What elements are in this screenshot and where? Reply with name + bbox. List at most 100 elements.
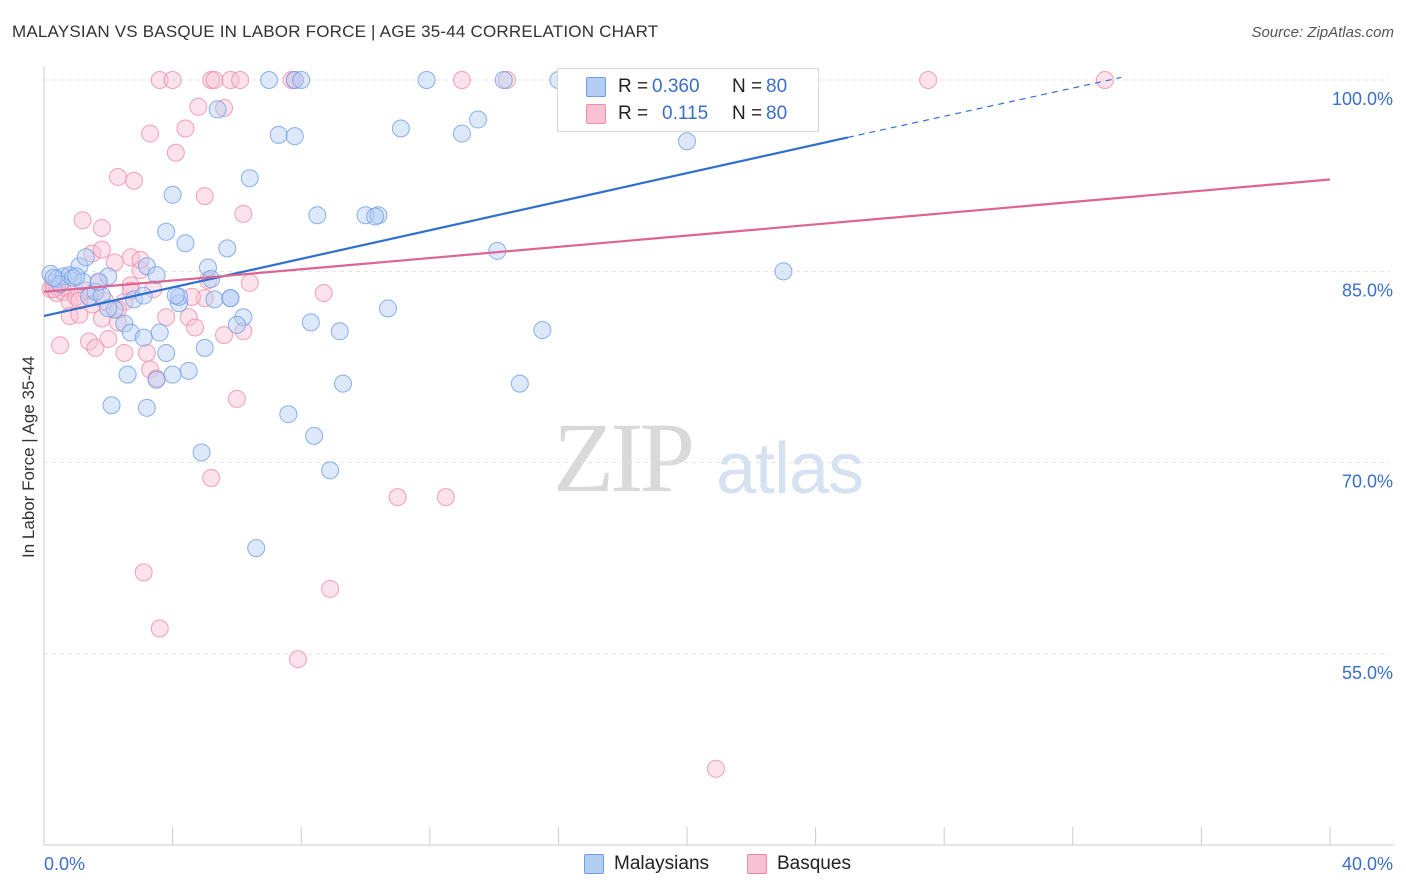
- basques-point: [195, 289, 214, 308]
- malaysians-point: [510, 374, 529, 393]
- malaysians-point: [269, 125, 288, 144]
- legend-n-value: 80: [766, 76, 788, 97]
- malaysians-point: [218, 239, 237, 258]
- malaysians-point: [134, 328, 153, 347]
- x-tick-label: 40.0%: [1342, 854, 1393, 874]
- malaysians-point: [333, 374, 352, 393]
- malaysians-point: [118, 365, 137, 384]
- legend-n-value: 80: [766, 103, 788, 124]
- y-tick-label: 70.0%: [1342, 472, 1393, 492]
- malaysians-point: [166, 286, 185, 305]
- stats-legend: R = 0.360 N = 80 R = 0.115 N = 80: [557, 68, 819, 132]
- basques-point: [92, 240, 111, 259]
- malaysians-point: [163, 185, 182, 204]
- basques-point: [125, 171, 144, 190]
- malaysians-point: [70, 257, 89, 276]
- y-tick-label: 55.0%: [1342, 663, 1393, 683]
- basques-point: [163, 71, 182, 89]
- basques-point: [157, 308, 176, 327]
- basques-point: [234, 204, 253, 223]
- legend-r-label: R =: [618, 103, 649, 124]
- malaysians-point: [147, 266, 166, 285]
- basques-point: [234, 322, 253, 341]
- malaysians-point: [247, 539, 266, 558]
- basques-point: [108, 167, 127, 186]
- basques-point: [202, 468, 221, 487]
- malaysians-point: [137, 398, 156, 417]
- basques-point: [131, 250, 150, 269]
- chart-title: MALAYSIAN VS BASQUE IN LABOR FORCE | AGE…: [12, 22, 659, 41]
- basques-point: [215, 326, 234, 345]
- malaysians-point: [192, 443, 211, 462]
- basques-point: [221, 71, 240, 89]
- legend-n-label: N =: [732, 76, 763, 97]
- malaysians-legend-label: Malaysians: [614, 853, 710, 874]
- basques-point: [919, 71, 938, 89]
- malaysians-point: [99, 299, 118, 318]
- basques-point: [141, 124, 160, 143]
- basques-point: [179, 308, 198, 327]
- basques-point: [73, 211, 92, 230]
- y-tick-label: 85.0%: [1342, 280, 1393, 300]
- malaysians-point: [205, 290, 224, 309]
- malaysians-trend-line: [43, 136, 848, 318]
- basques-legend-swatch: [747, 854, 767, 874]
- malaysians-point: [292, 71, 311, 89]
- malaysians-swatch: [586, 77, 606, 97]
- malaysians-point: [308, 206, 327, 225]
- malaysians-point: [417, 71, 436, 89]
- basques-point: [388, 488, 407, 507]
- basques-point: [1095, 71, 1114, 89]
- source-label: Source: ZipAtlas.com: [1251, 24, 1394, 41]
- malaysians-point: [301, 313, 320, 332]
- malaysians-point: [115, 314, 134, 333]
- malaysians-point: [157, 222, 176, 241]
- basques-point: [92, 218, 111, 237]
- basques-point: [141, 360, 160, 379]
- basques-point: [51, 336, 70, 355]
- bottom-legend-malaysians: Malaysians: [584, 852, 709, 876]
- malaysians-point: [469, 110, 488, 129]
- malaysians-point: [285, 71, 304, 89]
- basques-point: [205, 71, 224, 89]
- basques-point: [99, 329, 118, 348]
- malaysians-legend-swatch: [584, 854, 604, 874]
- basques-point: [150, 619, 169, 638]
- watermark-atlas: atlas: [716, 429, 864, 509]
- basques-point: [189, 97, 208, 116]
- basques-point: [70, 305, 89, 324]
- malaysians-point: [774, 262, 793, 281]
- malaysians-point: [321, 461, 340, 480]
- basques-point: [86, 338, 105, 357]
- malaysians-point: [163, 365, 182, 384]
- malaysians-point: [76, 248, 95, 267]
- malaysians-point: [379, 299, 398, 318]
- malaysians-point: [208, 100, 227, 119]
- basques-point: [231, 71, 250, 89]
- basques-point: [215, 99, 234, 118]
- malaysians-point: [240, 169, 259, 188]
- malaysians-point: [452, 124, 471, 143]
- basques-point: [288, 650, 307, 669]
- malaysians-point: [391, 119, 410, 138]
- basques-point: [227, 389, 246, 408]
- malaysians-point: [67, 267, 86, 286]
- basques-point: [186, 318, 205, 337]
- malaysians-point: [44, 268, 63, 287]
- legend-r-value: 0.115: [662, 103, 709, 124]
- malaysians-point: [366, 207, 385, 226]
- malaysians-point: [150, 323, 169, 342]
- malaysians-point: [102, 396, 121, 415]
- basques-point: [240, 273, 259, 292]
- malaysians-point: [176, 234, 195, 253]
- malaysians-point: [137, 257, 156, 276]
- malaysians-point: [260, 71, 279, 89]
- basques-point: [452, 71, 471, 89]
- basques-point: [150, 71, 169, 89]
- malaysians-point: [285, 127, 304, 146]
- malaysians-point: [227, 315, 246, 334]
- malaysians-point: [330, 322, 349, 341]
- watermark-zip: ZIP: [553, 402, 695, 513]
- basques-point: [137, 343, 156, 362]
